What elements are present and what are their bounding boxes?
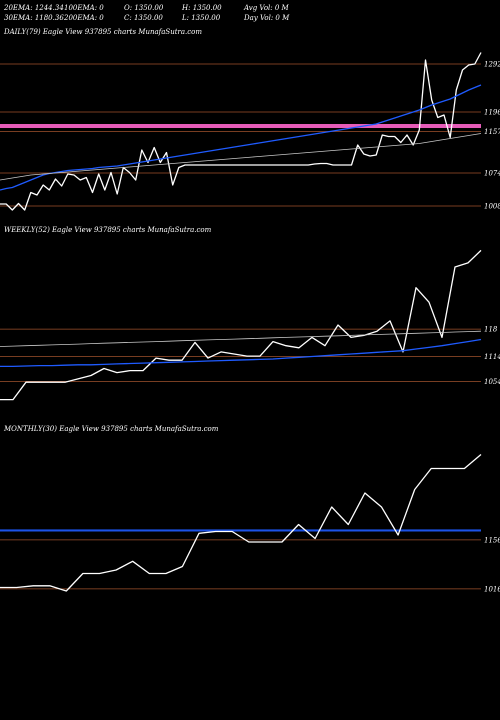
header-day-vol: Day Vol: 0 M [244,14,290,22]
monthly-panel-title: MONTHLY(30) Eagle View 937895 charts Mun… [4,425,219,433]
header-avg-vol: Avg Vol: 0 M [244,4,289,12]
daily-ytick-label: 1292 [484,61,500,69]
header-100ema: 100EMA: 0 [64,4,104,12]
weekly-ytick-label: 118 [484,326,498,334]
daily-ytick-label: 1074 [484,170,500,178]
daily-price-line [0,52,482,211]
weekly-ytick-label: 1054 [484,378,500,386]
header-open: O: 1350.00 [124,4,164,12]
daily-ema_slow-line [0,133,482,181]
header-row-2: 30EMA: 1180.36 200EMA: 0 C: 1350.00 L: 1… [4,14,289,22]
header-30ema: 30EMA: 1180.36 [4,14,64,22]
daily-ytick-label: 1008 [484,203,500,211]
weekly-price-line [0,249,482,401]
weekly-ytick-label: 1114 [484,353,500,361]
header-high: H: 1350.00 [182,4,222,12]
daily-ytick-label: 1157 [484,128,500,136]
header-row-1: 20EMA: 1244.34 100EMA: 0 O: 1350.00 H: 1… [4,4,289,12]
daily-ytick-label: 1196 [484,109,500,117]
header-low: L: 1350.00 [182,14,221,22]
monthly-price-line [0,454,482,592]
daily-panel-title: DAILY(79) Eagle View 937895 charts Munaf… [4,28,203,36]
monthly-ytick-label: 1016 [484,585,500,593]
daily-ema20-line [0,84,482,191]
monthly-ytick-label: 1156 [484,536,500,544]
weekly-ema_slow-line [0,330,482,347]
monthly-band [0,529,481,532]
weekly-ema20-line [0,338,482,368]
header-20ema: 20EMA: 1244.34 [4,4,64,12]
header-200ema: 200EMA: 0 [64,14,104,22]
daily-band [0,124,481,128]
weekly-panel-title: WEEKLY(52) Eagle View 937895 charts Muna… [4,226,212,234]
header-close: C: 1350.00 [124,14,163,22]
